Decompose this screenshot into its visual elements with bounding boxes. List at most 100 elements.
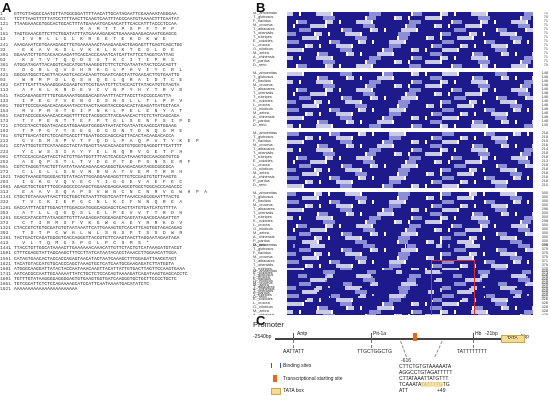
species-name: T._rubripes [253,293,272,297]
nucleotide-text: TCTTTAAGTTTTTATCCTTTTAACTTCAAGTCAATTTACC… [14,17,180,23]
alignment-segment [343,36,355,40]
protein-row: 153 M V P R S T E I P N K L P E L E N Y … [0,109,247,114]
alignment-segment [442,310,448,314]
alignment-position: 298 [541,219,548,223]
alignment-segment [463,306,472,310]
alignment-segment [394,120,418,124]
alignment-segment [298,156,307,160]
alignment-segment [532,298,533,302]
row-number: 13 [0,37,6,43]
alignment-row: M._amoenitas 148 [253,71,548,76]
alignment-segment [413,48,419,52]
dna-row: 1021 TAGGTAAAGGTGGGGAGTGTATACATTGGAGGAAGA… [0,175,247,180]
alignment-segment [456,216,471,220]
alignment-segment [477,192,483,196]
antp-seq: AATTATT [283,349,305,355]
dna-row: 1801 TGTTTGTATAAGGGGAGGGGAGTGTGAAGTGGTGAT… [0,277,247,282]
alignment-row: M._croceus 148 [253,83,548,88]
alignment-segment [402,84,408,88]
alignment-segment [457,290,472,294]
alignment-position: 215 [541,139,548,143]
alignment-segment [384,208,393,212]
alignment-segment [310,278,325,282]
alignment-row: T._orientalis 428 [253,289,548,294]
alignment-segment [450,160,465,164]
alignment-segment [442,72,457,76]
alignment-segment [331,108,340,112]
alignment-segment [477,168,483,172]
alignment-segment [506,160,518,164]
alignment-segment [398,286,410,290]
alignment-segment [323,60,335,64]
alignment-segment [308,306,317,310]
alignment-segment [293,310,299,314]
alignment-segment [287,16,311,20]
alignment-segment [517,100,533,104]
alignment-segment [299,96,311,100]
alignment-segment [340,260,358,264]
alignment-row: T._albacares 146 [253,87,548,92]
alignment-row: T._orientalis 300 [253,211,548,216]
alignment-position: 146 [541,87,548,91]
alignment-position: 373 [541,271,548,275]
alignment-segment [323,220,335,224]
alignment-segment [367,280,376,284]
alignment-position: 71 [543,47,548,51]
alignment-segment [327,244,351,248]
alignment-segment [463,212,472,216]
alignment-segment [333,56,357,60]
species-name: M._croceus [253,23,273,27]
alignment-segment [386,28,401,32]
alignment-segment [531,220,533,224]
alignment-segment [369,310,381,314]
alignment-segment [498,172,510,176]
alignment-segment [304,302,328,306]
alignment-segment [376,60,394,64]
alignment-segment [475,40,484,44]
alignment-segment [330,32,345,36]
alignment-segment [402,80,411,84]
alignment-segment [301,56,316,60]
alignment-segment [348,120,354,124]
alignment-segment [430,132,442,136]
alignment-segment [353,44,377,48]
alignment-segment [475,176,484,180]
alignment-segment [413,72,419,76]
alignment-segment [431,236,440,240]
alignment-segment [478,220,490,224]
alignment-segment [466,96,487,100]
dna-row: 1321 CTACCGTCTGTGCGATGTGTAATAAATTCATTGAAA… [0,226,247,231]
alignment-segment [287,36,302,40]
alignment-segment [287,204,305,208]
species-name: T._orientalis [253,31,274,35]
alignment-segment [476,136,491,140]
alignment-segment [486,132,495,136]
species-name: F._flavidus [253,199,271,203]
alignment-segment [341,64,356,68]
dna-row: 241 AAAGAAATCGTGAAAGAGCTTGTGAAAAAACTAAAGA… [0,43,247,48]
alignment-segment [374,132,389,136]
alignment-segment [335,270,356,274]
alignment-segment [299,294,320,298]
alignment-segment [422,136,431,140]
alignment-segment [498,256,510,260]
alignment-segment [482,88,488,92]
alignment-segment [397,224,409,228]
alignment-segment [488,56,512,60]
alignment-segment [287,120,308,124]
alignment-segment [483,120,501,124]
alignment-segment [483,306,501,310]
alignment-segment [442,204,460,208]
alignment-segment [296,252,314,256]
alignment-segment [410,286,431,290]
alignment-segment [430,40,442,44]
alignment-segment [416,228,434,232]
alignment-segment [486,200,495,204]
alignment-segment [434,36,440,40]
alignment-segment [296,286,314,290]
alignment-segment [287,302,302,306]
alignment-segment [528,20,533,24]
alignment-position: 428 [541,313,548,315]
alignment-segment [287,88,296,92]
alignment-segment [451,192,469,196]
